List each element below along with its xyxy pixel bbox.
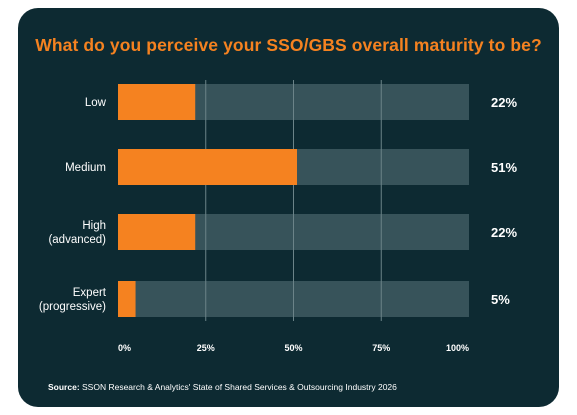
category-label-line: High	[82, 220, 106, 232]
category-label-line: Expert	[73, 287, 107, 299]
source-note: Source: SSON Research & Analytics' State…	[48, 382, 397, 392]
chart-title: What do you perceive your SSO/GBS overal…	[35, 35, 542, 55]
category-label-line: (progressive)	[39, 301, 106, 313]
category-label: High (advanced)	[48, 220, 106, 246]
bar	[118, 281, 136, 317]
category-label: Low	[85, 97, 107, 109]
category-label: Medium	[65, 162, 106, 174]
category-label-line: Low	[85, 97, 107, 109]
tick-label: 25%	[197, 343, 215, 353]
value-label: 22%	[491, 95, 517, 110]
tick-label: 75%	[372, 343, 390, 353]
bar	[118, 84, 196, 120]
bar	[118, 214, 196, 250]
bar	[118, 149, 298, 185]
value-label: 5%	[491, 292, 510, 307]
category-label: Expert (progressive)	[39, 287, 107, 313]
category-label-line: Medium	[65, 162, 106, 174]
source-text: SSON Research & Analytics' State of Shar…	[79, 382, 397, 392]
bar-chart: Low Medium High (advanced) Expert (progressiv…	[39, 80, 517, 353]
tick-label: 100%	[446, 343, 469, 353]
source-prefix: Source:	[48, 382, 80, 392]
tick-label: 50%	[284, 343, 302, 353]
category-label-line: (advanced)	[48, 234, 106, 246]
chart-card: What do you perceive your SSO/GBS overal…	[18, 8, 559, 407]
value-label: 51%	[491, 160, 517, 175]
tick-label: 0%	[118, 343, 131, 353]
value-label: 22%	[491, 225, 517, 240]
